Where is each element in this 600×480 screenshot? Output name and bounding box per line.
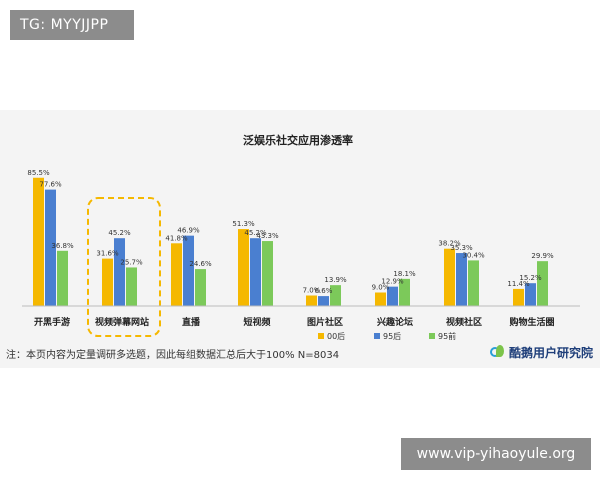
data-label-2-series-3: 25.7% (120, 258, 143, 266)
legend-label-3: 95前 (438, 331, 456, 341)
bar-5-series-2 (318, 296, 329, 306)
highlight-frame (87, 197, 161, 337)
tg-tag-badge: TG: MYYJJPP (10, 10, 134, 40)
category-label-6: 兴趣论坛 (377, 316, 413, 328)
bar-5-series-3 (330, 285, 341, 306)
legend-swatch-1 (318, 333, 324, 339)
legend-label-1: 00后 (327, 331, 345, 341)
bar-3-series-1 (171, 243, 182, 306)
bar-7-series-1 (444, 248, 455, 306)
data-label-5-series-2: 6.6% (315, 287, 333, 295)
data-label-3-series-1: 41.8% (165, 234, 188, 242)
chart-title: 泛娱乐社交应用渗透率 (243, 133, 353, 147)
bar-7-series-2 (456, 253, 467, 306)
legend-swatch-3 (429, 333, 435, 339)
bar-7-series-3 (468, 260, 479, 306)
footnote: 注：本页内容为定量调研多选题，因此每组数据汇总后大于100% N=8034 (6, 350, 340, 361)
bar-8-series-3 (537, 261, 548, 306)
bar-2-series-2 (114, 238, 125, 306)
bar-3-series-2 (183, 235, 194, 306)
brand-name: 酷鹅用户研究院 (509, 345, 594, 360)
category-label-1: 开黑手游 (34, 316, 70, 328)
data-label-8-series-2: 15.2% (519, 274, 542, 282)
data-label-4-series-2: 45.2% (244, 229, 267, 237)
data-label-1-series-2: 77.6% (39, 181, 62, 189)
brand-mark-icon (490, 345, 506, 359)
bar-6-series-3 (399, 278, 410, 306)
data-label-7-series-3: 30.4% (462, 251, 485, 259)
data-label-2-series-1: 31.6% (96, 250, 119, 258)
legend: 00后 95后 95前 (318, 331, 456, 341)
data-label-3-series-3: 24.6% (189, 260, 212, 268)
data-label-5-series-1: 7.0% (303, 287, 321, 295)
brand-logo: 酷鹅用户研究院 (490, 343, 593, 361)
data-label-4-series-1: 51.3% (232, 220, 255, 228)
data-label-1-series-3: 36.8% (51, 242, 74, 250)
url-badge: www.vip-yihaoyule.org (401, 438, 591, 470)
penetration-bar-chart: 泛娱乐社交应用渗透率 85.5% 77.6% 36.8% 31.6% 45.2% 25.7… (22, 133, 580, 341)
bar-8-series-1 (513, 288, 524, 306)
data-label-6-series-1: 9.0% (372, 284, 390, 292)
data-label-4-series-3: 43.3% (256, 232, 279, 240)
data-label-8-series-3: 29.9% (531, 252, 554, 260)
data-label-6-series-3: 18.1% (393, 270, 416, 278)
category-label-8: 购物生活圈 (509, 316, 554, 328)
data-label-6-series-2: 12.9% (381, 278, 404, 286)
value-labels-layer: 85.5% 77.6% 36.8% 31.6% 45.2% 25.7% 41.8%46.9%… (27, 169, 554, 295)
data-label-2-series-2: 45.2% (108, 229, 131, 237)
legend-label-2: 95后 (383, 331, 401, 341)
category-label-5: 图片社区 (307, 316, 343, 328)
bar-5-series-1 (306, 295, 317, 306)
data-label-8-series-1: 11.4% (507, 280, 530, 288)
bar-4-series-1 (238, 229, 249, 306)
bar-6-series-2 (387, 286, 398, 306)
category-label-2: 视频弹幕网站 (95, 316, 149, 328)
category-label-7: 视频社区 (446, 316, 482, 328)
legend-swatch-2 (374, 333, 380, 339)
data-label-5-series-3: 13.9% (324, 276, 347, 284)
bar-4-series-2 (250, 238, 261, 306)
bar-2-series-1 (102, 258, 113, 306)
data-label-7-series-1: 38.2% (438, 240, 461, 248)
bar-1-series-1 (33, 177, 44, 306)
bar-1-series-3 (57, 250, 68, 306)
bar-3-series-3 (195, 269, 206, 306)
category-label-3: 直播 (182, 316, 201, 328)
category-label-4: 短视频 (243, 316, 270, 328)
category-labels-layer: 开黑手游 视频弹幕网站 直播 短视频 图片社区 兴趣论坛 视频社区 购物生活圈 (34, 316, 555, 328)
bar-8-series-2 (525, 283, 536, 306)
bar-4-series-3 (262, 241, 273, 306)
data-label-7-series-2: 35.3% (450, 244, 473, 252)
bars-layer (22, 177, 580, 337)
bar-2-series-3 (126, 267, 137, 306)
data-label-3-series-2: 46.9% (177, 227, 200, 235)
data-label-1-series-1: 85.5% (27, 169, 50, 177)
figure-panel (0, 110, 600, 368)
bar-1-series-2 (45, 189, 56, 306)
bar-6-series-1 (375, 292, 386, 306)
